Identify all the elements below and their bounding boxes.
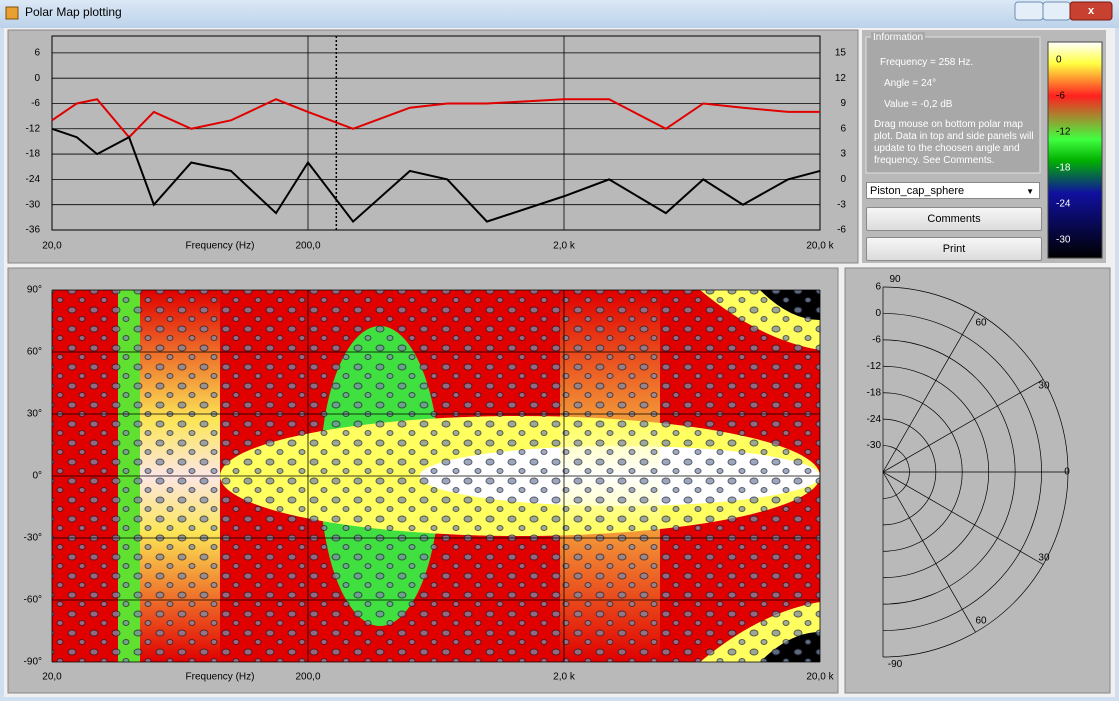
colorbar-label: -18 [1056,163,1071,174]
info-group [865,36,1041,174]
y-tick-label: 0° [32,471,42,482]
app-icon [5,6,19,20]
angle-label: 30 [1038,381,1050,392]
model-dropdown[interactable]: Piston_cap_sphere ▼ [866,182,1040,199]
polar-panel [844,267,1111,694]
r-tick-label: 0 [875,308,881,319]
colorbar-label: -12 [1056,127,1071,138]
comments-button[interactable]: Comments [866,207,1042,231]
r-tick-label: 6 [875,282,881,293]
r-tick-label: -6 [872,334,881,345]
dropdown-arrow: ▼ [1026,187,1034,196]
series-line [51,98,820,139]
polar-spoke [882,471,1044,565]
r-tick-label: -12 [867,361,882,372]
x-tick-label: 200,0 [295,672,320,683]
close-glyph: x [1088,5,1095,17]
y-tick-label: -90° [24,657,42,668]
window-title: Polar Map plotting [25,5,122,19]
y2-tick-label: -3 [837,199,846,210]
y-tick-label: -6 [31,98,40,109]
info-group-title: Information [871,32,926,43]
y-tick-label: 90° [27,285,42,296]
polar-spoke [882,311,976,473]
y2-tick-label: 0 [840,174,846,185]
top-panel [7,29,859,264]
y2-tick-label: 12 [835,73,847,84]
polar-spoke [882,471,976,633]
y-tick-label: 60° [27,347,42,358]
y-tick-label: 30° [27,409,42,420]
y-tick-label: -30 [26,199,41,210]
angle-label: 60 [975,616,987,627]
r-tick-label: -30 [867,440,882,451]
y-tick-label: -12 [26,123,41,134]
y-tick-label: 6 [34,48,40,59]
y-tick-label: 0 [34,73,40,84]
info-value: Value = -0,2 dB [884,99,953,110]
title-bar [0,0,1119,28]
angle-label: 0 [1064,467,1070,478]
x-tick-label: 20,0 k [806,672,834,683]
info-frequency: Frequency = 258 Hz. [880,57,974,68]
x-tick-label: 2,0 k [553,672,576,683]
dropdown-text: Piston_cap_sphere [870,185,965,197]
colorbar [1047,41,1103,259]
colorbar-label: -6 [1056,91,1065,102]
y-tick-label: -24 [26,174,41,185]
r-tick-label: -24 [867,414,882,425]
info-help: Drag mouse on bottom polar map plot. Dat… [874,119,1034,166]
x-tick-label: 20,0 [42,672,62,683]
y2-tick-label: 6 [840,123,846,134]
x-tick-label: 20,0 k [806,241,834,252]
x-axis-label: Frequency (Hz) [186,241,255,252]
colorbar-label: -24 [1056,199,1071,210]
y2-tick-label: -6 [837,225,846,236]
colorbar-label: 0 [1056,55,1062,66]
r-tick-label: -18 [867,387,882,398]
x-tick-label: 200,0 [295,241,320,252]
print-button[interactable]: Print [866,237,1042,261]
angle-label: 90 [889,274,901,285]
maximize-button[interactable] [1042,1,1071,21]
x-tick-label: 20,0 [42,241,62,252]
y-tick-label: -36 [26,225,41,236]
series-line [51,127,821,224]
x-tick-label: 2,0 k [553,241,576,252]
angle-label: 60 [975,318,987,329]
y-tick-label: -18 [26,149,41,160]
y2-tick-label: 15 [835,48,847,59]
minimize-button[interactable] [1014,1,1044,21]
x-axis-label: Frequency (Hz) [186,672,255,683]
y-tick-label: -60° [24,595,42,606]
y2-tick-label: 9 [840,98,846,109]
angle-label: 30 [1038,553,1050,564]
colorbar-label: -30 [1056,235,1071,246]
info-angle: Angle = 24° [884,78,937,89]
y-tick-label: -30° [24,533,42,544]
close-button[interactable] [1069,1,1113,21]
angle-label: -90 [888,659,903,670]
y2-tick-label: 3 [840,149,846,160]
polar-spoke [882,379,1044,473]
